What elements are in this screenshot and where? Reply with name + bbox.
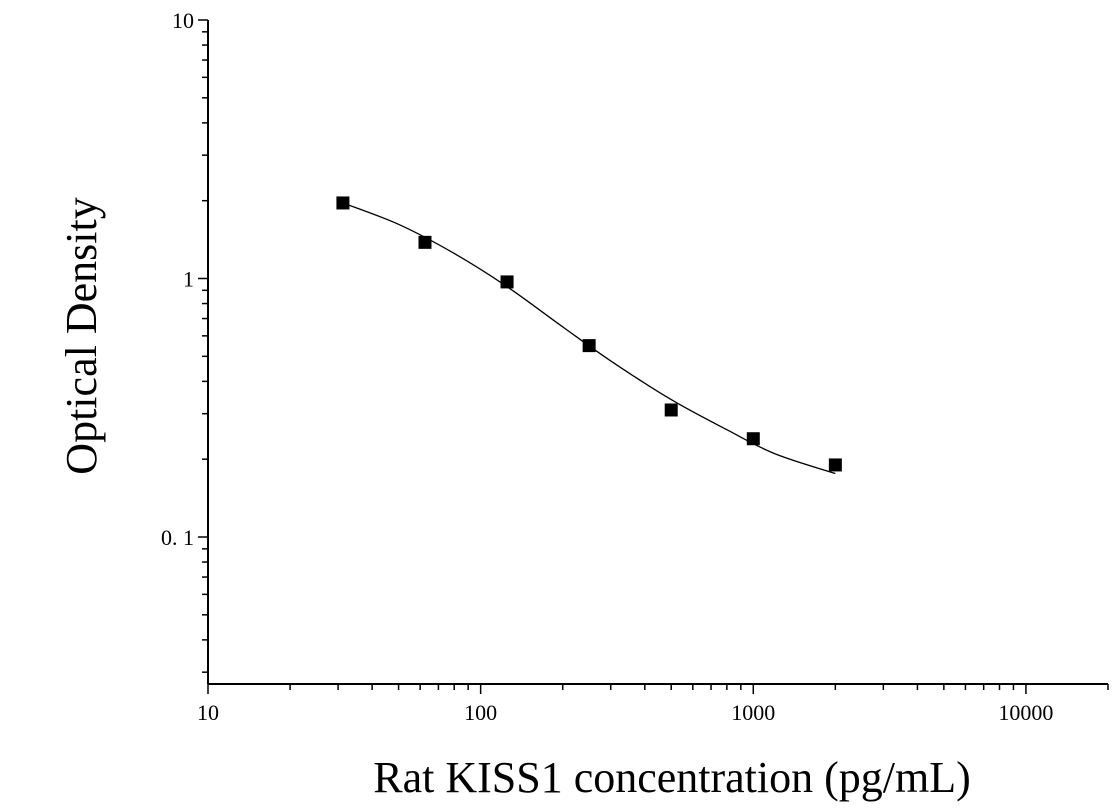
y-axis-title: Optical Density [57,197,106,474]
axis-ticks [198,19,1109,694]
x-axis-title: Rat KISS1 concentration (pg/mL) [373,753,971,802]
data-point [582,339,596,353]
x-tick-label: 100 [464,700,497,725]
axes [207,20,1108,685]
data-points [336,196,842,472]
x-tick-label: 1000 [731,700,775,725]
data-point [500,275,514,289]
data-point [418,235,432,249]
data-point [746,432,760,446]
data-point [336,196,350,210]
y-tick-label: 0. 1 [161,525,194,550]
tick-labels: 10 100 1000 10000 0. 1 1 10 [161,8,1053,725]
fit-curve [342,202,836,475]
y-tick-label: 10 [172,8,194,33]
data-point [664,403,678,417]
y-tick-label: 1 [183,267,194,292]
x-tick-label: 10000 [998,700,1053,725]
data-point [828,458,842,472]
x-tick-label: 10 [197,700,219,725]
